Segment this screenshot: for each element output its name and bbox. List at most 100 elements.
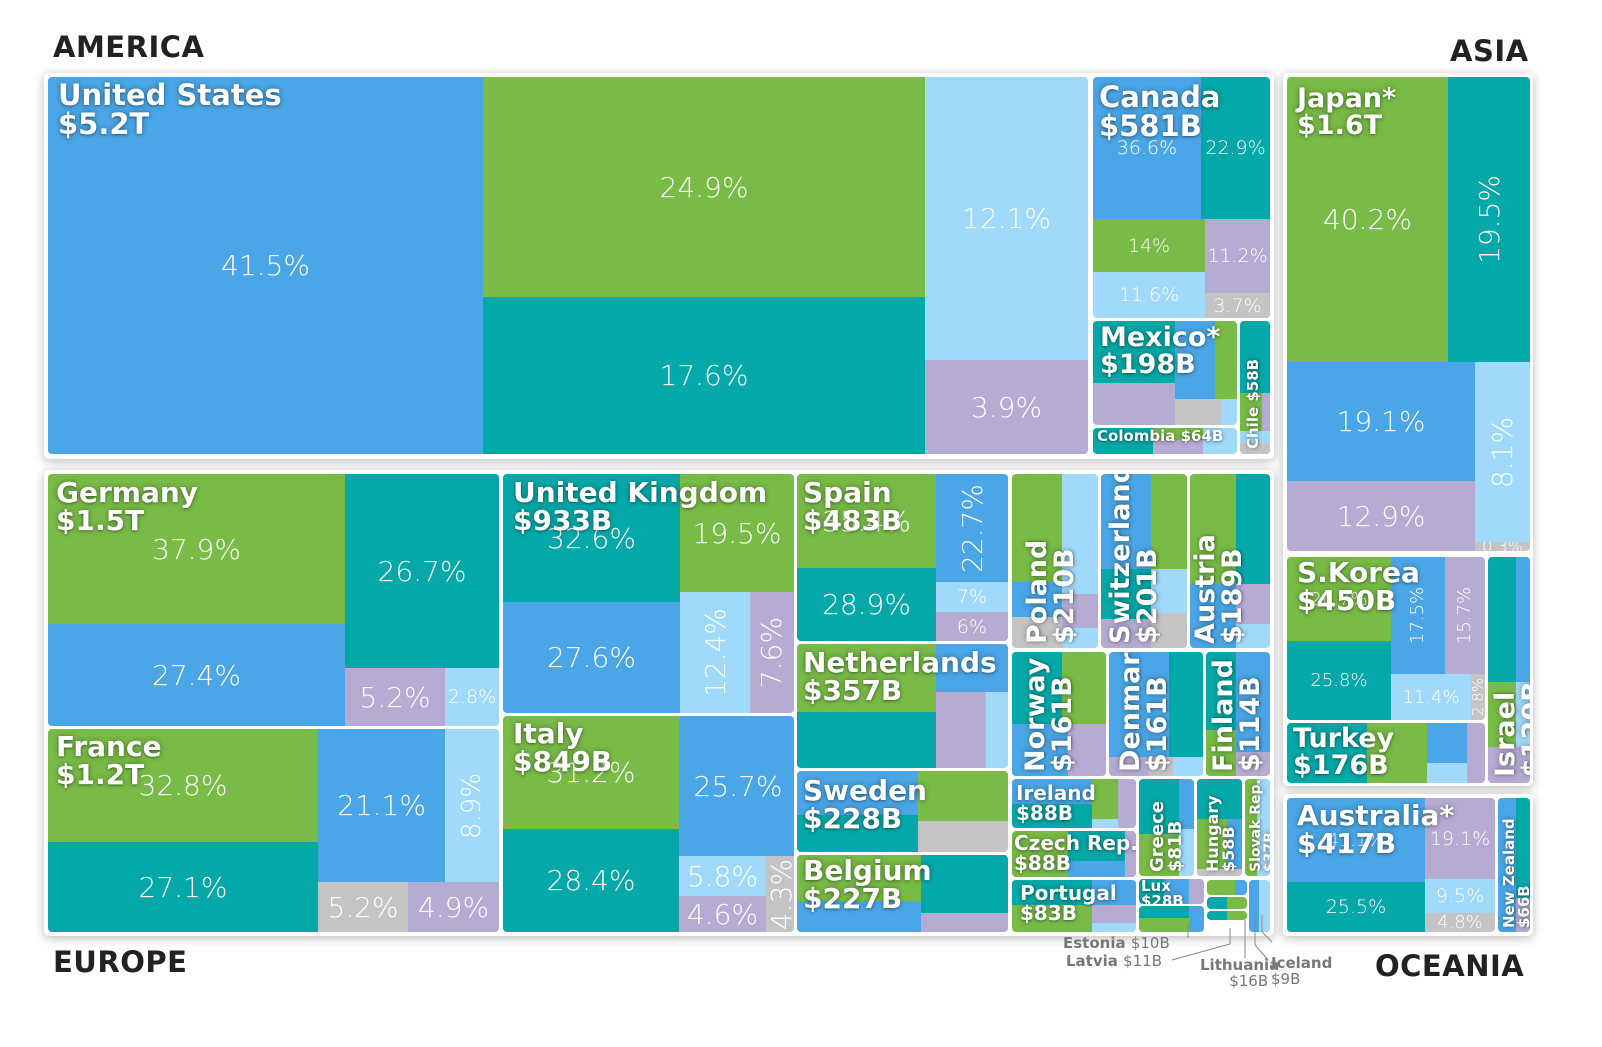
segment-label: 25.7% xyxy=(693,769,783,803)
country-japan: 40.2% 19.5% 19.1% 12.9% 8.1% 0.3% Japan*$1.6T xyxy=(1287,77,1530,551)
country-label-israel: Israel $120B xyxy=(1490,681,1530,777)
segment-switzerland-1 xyxy=(1151,474,1187,569)
country-s-korea: 26.7% 25.8% 17.5% 15.7% 11.4% 2.8% S.Korea $450… xyxy=(1287,557,1485,720)
country-name: Sweden xyxy=(803,774,927,807)
segment-belgium-2 xyxy=(921,855,1008,913)
segment-united-kingdom-1: 27.6% xyxy=(503,602,680,713)
segment-label: 32.6% xyxy=(547,521,636,555)
country-new-zealand: New Zealand $66B xyxy=(1498,798,1530,932)
country-value: $849B xyxy=(513,745,613,778)
country-italy: 31.2% 28.4% 25.7% 5.8% 4.6% 4.3% Italy $849B xyxy=(503,716,794,932)
segment-latvia-0 xyxy=(1207,897,1227,909)
country-finland: Finland $114B xyxy=(1206,652,1270,776)
country-label-s-korea: S.Korea $450B xyxy=(1297,559,1420,615)
segment-switzerland-0 xyxy=(1101,474,1151,569)
country-label-germany: Germany $1.5T xyxy=(56,479,198,535)
segment-label: 8.1% xyxy=(1486,416,1520,488)
segment-label: 15.7% xyxy=(1454,586,1476,645)
segment-slovak-rep-0 xyxy=(1245,779,1257,876)
segment-label: 3.7% xyxy=(1213,294,1262,317)
segment-iceland-0 xyxy=(1249,880,1259,932)
segment-chile-0 xyxy=(1240,321,1270,393)
segment-poland-1 xyxy=(1062,474,1098,594)
segment-united-states-4: 3.9% xyxy=(925,360,1088,454)
country-sweden: Sweden $228B xyxy=(797,771,1008,852)
country-israel: Israel $120B xyxy=(1488,557,1530,783)
segment-mexico-4 xyxy=(1175,399,1221,425)
segment-united-states-3: 12.1% xyxy=(925,77,1088,360)
segment-chile-3 xyxy=(1240,431,1270,443)
segment-label: 41.1% xyxy=(1327,829,1385,851)
segment-mexico-1 xyxy=(1175,321,1215,399)
country-value: $933B xyxy=(513,504,613,537)
segment-label: 17.6% xyxy=(659,359,749,392)
segment-czech-rep-1 xyxy=(1068,831,1125,861)
country-australia: 41.1% 25.5% 19.1% 9.5% 4.8% Australia* $417B xyxy=(1287,798,1495,932)
country-name: Italy xyxy=(513,717,584,750)
segment-label: 24.9% xyxy=(659,170,749,204)
segment-label: 2.8% xyxy=(1471,677,1485,717)
segment-czech-rep-2 xyxy=(1068,861,1125,877)
segment-label: 25.8% xyxy=(1310,670,1368,691)
segment-netherlands-3 xyxy=(936,692,986,768)
segment-israel-0 xyxy=(1488,557,1516,682)
segment-australia-1: 25.5% xyxy=(1287,882,1425,932)
segment-switzerland-3 xyxy=(1151,569,1187,613)
segment-lux-0 xyxy=(1139,879,1164,904)
country-greece: Greece $81B xyxy=(1139,779,1194,876)
segment-japan-4: 8.1% xyxy=(1475,362,1530,542)
segment-turkey-1 xyxy=(1367,723,1427,783)
segment-greece-1 xyxy=(1179,779,1194,829)
segment-label: 6% xyxy=(956,615,988,638)
country-value: $357B xyxy=(803,674,903,707)
segment-finland-0 xyxy=(1206,652,1236,730)
country-canada: 36.6% 22.9% 14% 11.6% 11.2% 3.7% Canada $581B xyxy=(1093,77,1270,318)
segment-japan-3: 12.9% xyxy=(1287,481,1475,551)
segment-label: 5.2% xyxy=(359,680,431,714)
country-value: $66B xyxy=(1515,885,1530,928)
segment-italy-5: 4.3% xyxy=(766,856,794,932)
segment-united-states-0: 41.5% xyxy=(48,77,483,454)
country-hungary: Hungary $58B xyxy=(1197,779,1242,876)
segment-label: 12.1% xyxy=(962,202,1051,235)
segment-poland-4 xyxy=(1062,594,1098,628)
segment-spain-1: 28.9% xyxy=(797,568,936,641)
segment-label: 4.6% xyxy=(686,897,759,931)
country-label-united-kingdom: United Kingdom $933B xyxy=(513,479,767,535)
country-value: $58B xyxy=(1219,826,1238,872)
segment-portugal-3 xyxy=(1092,905,1136,923)
segment-france-1: 27.1% xyxy=(48,842,318,932)
segment-spain-0: 35.4% xyxy=(797,474,936,568)
segment-turkey-2 xyxy=(1427,723,1467,763)
ext-label-slovenia: Estonia $10B xyxy=(1063,934,1170,952)
segment-label: 27.4% xyxy=(152,658,241,692)
segment-australia-4: 4.8% xyxy=(1425,913,1495,932)
country-name: Denmark xyxy=(1115,652,1146,772)
country-portugal: Portugal $83B xyxy=(1012,880,1136,932)
segment-label: 26.7% xyxy=(377,554,467,588)
segment-canada-3: 11.6% xyxy=(1093,272,1205,318)
country-name: Poland xyxy=(1022,539,1053,644)
segment-label: 27.1% xyxy=(138,870,228,904)
segment-united-kingdom-2: 19.5% xyxy=(680,474,794,592)
country-value: $450B xyxy=(1297,584,1397,617)
segment-italy-4: 4.6% xyxy=(679,896,766,932)
country-estonia xyxy=(1207,911,1247,920)
country-label-italy: Italy $849B xyxy=(513,720,612,776)
segment-norway-2 xyxy=(1012,724,1068,776)
country-name: Israel xyxy=(1490,691,1521,777)
segment-united-kingdom-3: 12.4% xyxy=(680,592,750,713)
segment-sweden-0 xyxy=(797,771,918,815)
country-label-czech-rep: Czech Rep. $88B xyxy=(1014,833,1136,873)
segment-finland-3 xyxy=(1236,752,1270,776)
segment-label: 27.6% xyxy=(547,641,636,674)
segment-italy-1: 28.4% xyxy=(503,829,679,932)
segment-chile-1 xyxy=(1240,393,1262,431)
country-label-denmark: Denmark $161B xyxy=(1115,652,1173,772)
country-label-hungary: Hungary $58B xyxy=(1203,795,1238,872)
segment-france-5: 4.9% xyxy=(408,882,499,932)
segment-lithuania-0 xyxy=(1207,880,1235,895)
country-label-mexico: Mexico* $198B xyxy=(1100,324,1221,378)
country-label-slovak-rep: Slovak Rep. $37B xyxy=(1248,779,1270,872)
country-value: $1.6T xyxy=(1297,110,1383,141)
